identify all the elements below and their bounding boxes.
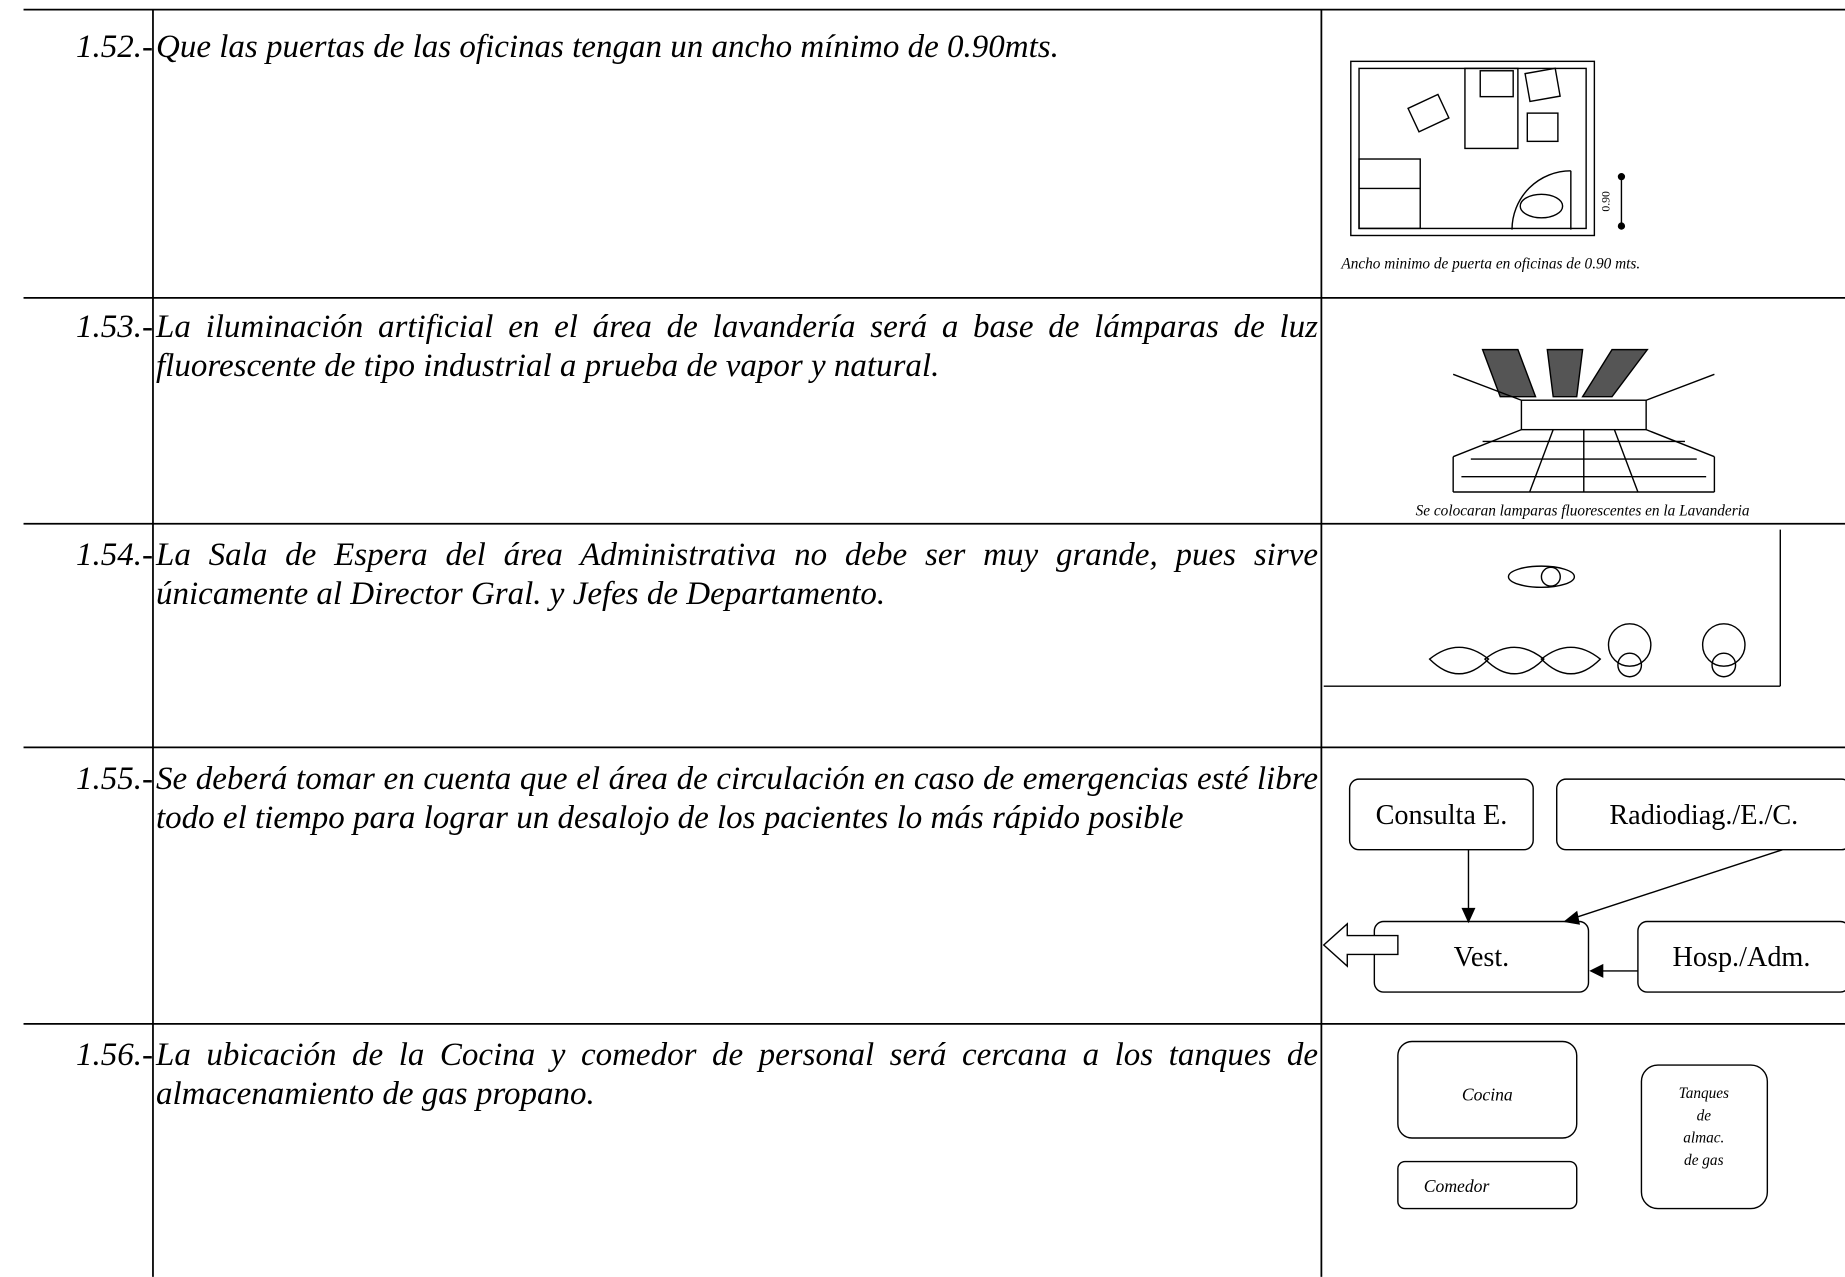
circulation-diagram: Consulta E. Radiodiag./E./C. Vest. Hosp.… [1322,778,1845,993]
node-label: Hosp./Adm. [1672,942,1810,973]
node-label: Vest. [1454,942,1510,973]
item-text: La ubicación de la Cocina y comedor de p… [156,1037,1318,1112]
node-label: Consulta E. [1376,800,1508,831]
caption: Ancho minimo de puerta en oficinas de 0.… [1340,255,1640,272]
waiting-room [1323,529,1781,687]
table-grid [23,8,1845,1277]
item-text: La Sala de Espera del área Administrativ… [156,537,1318,612]
item-text: Que las puertas de las oficinas tengan u… [156,29,1059,65]
kitchen-diagram: Cocina Comedor Tanques de almac. de gas [1397,1040,1769,1210]
item-number: 1.53.- [76,309,153,345]
item-number: 1.54.- [76,537,153,573]
laundry-perspective [1452,348,1716,493]
office-plan: 0.90 [1350,60,1626,237]
item-number: 1.56.- [76,1037,153,1073]
node-label: Tanques [1679,1085,1729,1102]
item-text: Se deberá tomar en cuenta que el área de… [156,761,1318,836]
item-number: 1.55.- [76,761,153,797]
item-number: 1.52.- [76,29,153,65]
node-label: Comedor [1424,1176,1490,1196]
node-label: Cocina [1462,1084,1513,1104]
item-text: La iluminación artificial en el área de … [156,309,1318,384]
node-label: almac. [1683,1130,1724,1147]
node-label: de [1697,1107,1712,1124]
node-label: de gas [1684,1152,1724,1169]
caption: Se colocaran lamparas fluorescentes en l… [1416,503,1750,520]
node-label: Radiodiag./E./C. [1609,800,1798,831]
dimension-label: 0.90 [1600,191,1613,212]
